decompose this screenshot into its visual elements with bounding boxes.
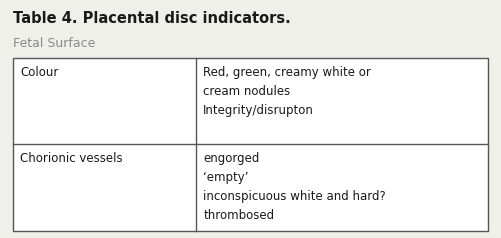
Text: Red, green, creamy white or
cream nodules
Integrity/disrupton: Red, green, creamy white or cream nodule… bbox=[203, 66, 371, 117]
Bar bbox=[13, 58, 488, 231]
Text: Fetal Surface: Fetal Surface bbox=[13, 37, 95, 50]
Text: engorged
‘empty’
inconspicuous white and hard?
thrombosed: engorged ‘empty’ inconspicuous white and… bbox=[203, 152, 386, 222]
Text: Colour: Colour bbox=[20, 66, 59, 79]
Text: Chorionic vessels: Chorionic vessels bbox=[20, 152, 123, 165]
Bar bbox=[13, 58, 488, 231]
Text: Table 4. Placental disc indicators.: Table 4. Placental disc indicators. bbox=[13, 11, 290, 26]
